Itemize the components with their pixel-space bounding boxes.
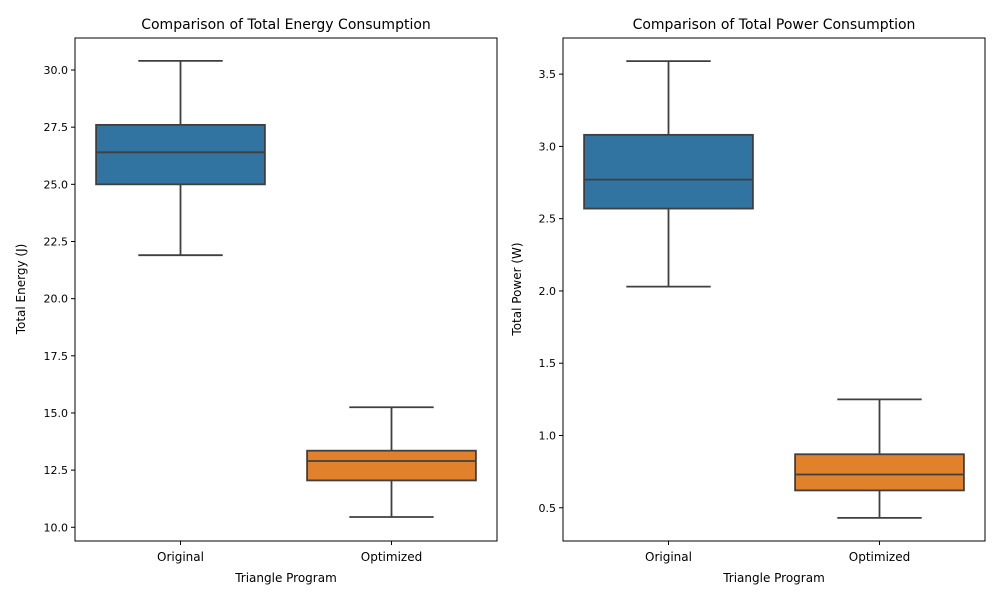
power-box-optimized (794, 453, 965, 492)
power-ytick-label: 3.5 (539, 68, 557, 81)
energy-ytick-label: 30.0 (44, 64, 69, 77)
energy-xtick-label: Original (157, 550, 204, 564)
energy-ytick-label: 20.0 (44, 293, 69, 306)
power-chart-ylabel: Total Power (W) (510, 242, 524, 336)
energy-chart-title: Comparison of Total Energy Consumption (141, 17, 431, 33)
energy-ytick-label: 15.0 (44, 407, 69, 420)
power-chart-panel: Comparison of Total Power Consumption Tr… (510, 17, 986, 585)
power-ytick-label: 2.5 (539, 213, 557, 226)
energy-ytick-label: 25.0 (44, 178, 69, 191)
energy-ytick-label: 22.5 (44, 235, 69, 248)
power-axes-frame (562, 37, 986, 542)
power-ytick-label: 3.0 (539, 140, 557, 153)
power-ytick-label: 2.0 (539, 285, 557, 298)
power-ytick-label: 0.5 (539, 502, 557, 515)
energy-ytick-label: 27.5 (44, 121, 69, 134)
energy-chart-xlabel: Triangle Program (234, 571, 337, 585)
energy-box-original (95, 123, 266, 186)
energy-box-optimized (306, 449, 477, 482)
energy-chart-ylabel: Total Energy (J) (14, 244, 28, 336)
energy-ytick-label: 17.5 (44, 350, 69, 363)
power-chart-xlabel: Triangle Program (722, 571, 825, 585)
power-xtick-label: Original (645, 550, 692, 564)
energy-axes-frame (74, 37, 498, 542)
energy-chart-panel: Comparison of Total Energy Consumption T… (14, 17, 498, 585)
power-ytick-label: 1.5 (539, 357, 557, 370)
power-box-original (583, 133, 754, 210)
energy-ytick-label: 10.0 (44, 521, 69, 534)
energy-ytick-label: 12.5 (44, 464, 69, 477)
power-xtick-label: Optimized (849, 550, 910, 564)
power-chart-title: Comparison of Total Power Consumption (633, 17, 916, 33)
energy-xtick-label: Optimized (361, 550, 422, 564)
power-ytick-label: 1.0 (539, 429, 557, 442)
